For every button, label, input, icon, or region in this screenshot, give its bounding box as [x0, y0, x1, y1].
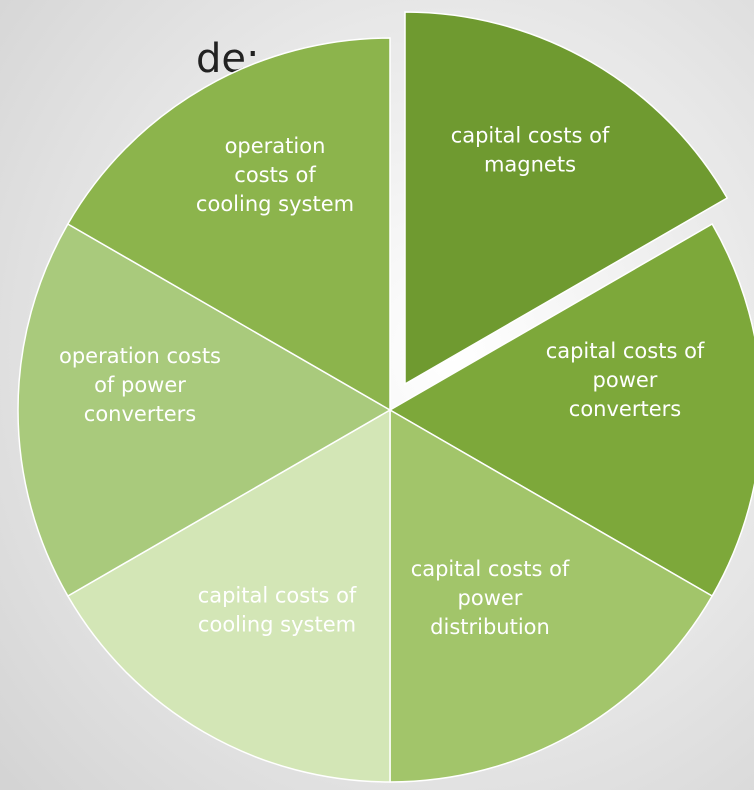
slice-label: capital costs of — [546, 339, 705, 363]
slice-label: cooling system — [198, 613, 356, 637]
pie-slice — [389, 408, 714, 783]
pie-slice — [404, 11, 729, 386]
slice-label: of power — [94, 373, 186, 397]
pie: capital costs of magnets capital costs of p… — [17, 11, 754, 783]
slice-label: operation costs — [59, 344, 221, 368]
pie-slice — [388, 222, 754, 598]
pie-slice — [17, 222, 392, 598]
pie-slice — [66, 37, 391, 412]
slice-label: operation — [225, 134, 326, 158]
slice-label: distribution — [430, 615, 550, 639]
slice-label: capital costs of — [451, 124, 610, 148]
slice-label: cooling system — [196, 192, 354, 216]
slice-label: power — [593, 368, 658, 392]
slice-label: magnets — [484, 153, 576, 177]
slice-label: converters — [84, 402, 196, 426]
slice-label: capital costs of — [411, 557, 570, 581]
slice-label: converters — [569, 397, 681, 421]
slice-label: costs of — [234, 163, 316, 187]
slice-label: capital costs of — [198, 584, 357, 608]
pie-slice — [66, 408, 391, 783]
slice-label: power — [458, 586, 523, 610]
